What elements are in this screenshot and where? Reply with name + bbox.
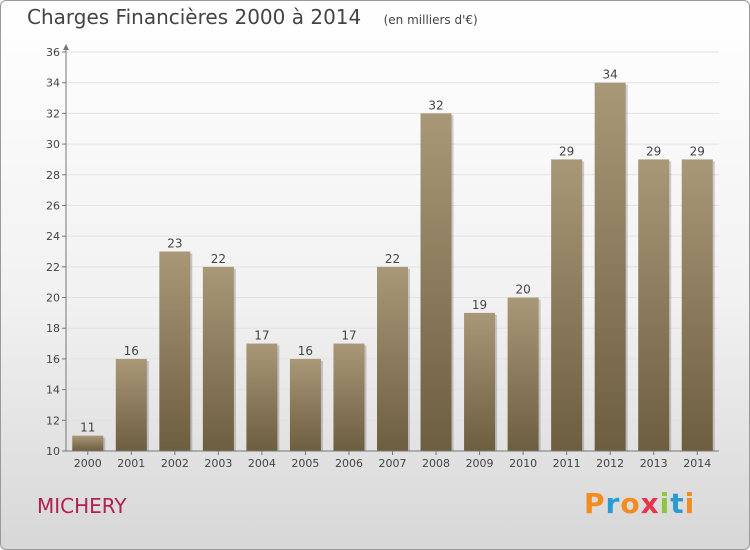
y-tick-label: 24 xyxy=(46,230,60,243)
bar-value-label: 16 xyxy=(298,344,313,358)
bar xyxy=(594,82,626,451)
x-tick-label: 2010 xyxy=(509,457,537,470)
y-tick-label: 34 xyxy=(46,77,60,90)
bar-value-label: 22 xyxy=(385,252,400,266)
y-tick-label: 18 xyxy=(46,322,60,335)
logo-letter: P xyxy=(584,487,606,520)
y-tick-label: 32 xyxy=(46,107,60,120)
logo-letter: r xyxy=(605,487,621,520)
x-tick-label: 2002 xyxy=(161,457,189,470)
y-tick-label: 22 xyxy=(46,261,60,274)
bars: 11 16 23 22 17 16 17 22 32 19 20 29 34 29 29 xyxy=(72,68,715,451)
bar xyxy=(159,251,191,451)
x-tick-label: 2000 xyxy=(74,457,102,470)
bar-value-label: 22 xyxy=(211,252,226,266)
x-tick-label: 2005 xyxy=(291,457,319,470)
bar-value-label: 29 xyxy=(646,144,661,158)
y-tick-label: 10 xyxy=(46,445,60,458)
x-tick-label: 2012 xyxy=(596,457,624,470)
bar-value-label: 29 xyxy=(690,144,705,158)
x-tick-label: 2007 xyxy=(379,457,407,470)
chart-title: Charges Financières 2000 à 2014 (en mill… xyxy=(27,5,478,29)
commune-name: MICHERY xyxy=(37,494,127,518)
x-tick-label: 2001 xyxy=(117,457,145,470)
bar xyxy=(420,113,452,451)
y-tick-label: 26 xyxy=(46,199,60,212)
bar xyxy=(202,266,234,451)
bar xyxy=(377,266,408,451)
y-axis-arrow xyxy=(63,44,69,50)
bar xyxy=(246,343,278,451)
bar xyxy=(115,358,147,451)
title-unit: (en milliers d'€) xyxy=(383,13,478,27)
x-tick-label: 2009 xyxy=(466,457,494,470)
x-tick-label: 2011 xyxy=(553,457,581,470)
x-tick-label: 2004 xyxy=(248,457,276,470)
bar-value-label: 29 xyxy=(559,144,574,158)
x-tick-label: 2014 xyxy=(683,457,711,470)
bar xyxy=(638,159,670,451)
bar xyxy=(464,312,496,451)
bar-value-label: 19 xyxy=(472,298,487,312)
logo-letter: t xyxy=(670,487,685,520)
bar xyxy=(289,358,321,451)
bar xyxy=(507,297,539,451)
bar-value-label: 32 xyxy=(428,98,443,112)
logo-letter: o xyxy=(620,487,641,520)
y-tick-label: 30 xyxy=(46,138,60,151)
proxiti-logo[interactable]: Proxiti xyxy=(584,487,695,520)
bar-value-label: 34 xyxy=(603,68,618,82)
logo-letter: i xyxy=(659,487,671,520)
y-tick-label: 12 xyxy=(46,414,60,427)
bar-value-label: 16 xyxy=(124,344,139,358)
y-tick-label: 16 xyxy=(46,353,60,366)
logo-letter: i xyxy=(684,487,696,520)
bar xyxy=(72,435,104,451)
bar-value-label: 17 xyxy=(254,329,269,343)
bar-value-label: 23 xyxy=(167,237,182,251)
bar-value-label: 11 xyxy=(80,421,95,435)
bar-value-label: 17 xyxy=(341,329,356,343)
y-tick-label: 14 xyxy=(46,384,60,397)
x-tick-label: 2003 xyxy=(204,457,232,470)
y-tick-label: 36 xyxy=(46,46,60,59)
logo-letter: x xyxy=(640,487,660,520)
bar-value-label: 20 xyxy=(515,283,530,297)
x-tick-label: 2006 xyxy=(335,457,363,470)
bar xyxy=(681,159,713,451)
x-tick-label: 2013 xyxy=(640,457,668,470)
y-tick-label: 20 xyxy=(46,292,60,305)
title-text: Charges Financières 2000 à 2014 xyxy=(27,5,362,29)
y-tick-label: 28 xyxy=(46,169,60,182)
axes: 10 12 14 16 18 20 22 24 26 28 30 32 34 36 2000 2001 2002… xyxy=(46,44,719,470)
x-tick-label: 2008 xyxy=(422,457,450,470)
bar xyxy=(333,343,365,451)
bar xyxy=(551,159,583,451)
